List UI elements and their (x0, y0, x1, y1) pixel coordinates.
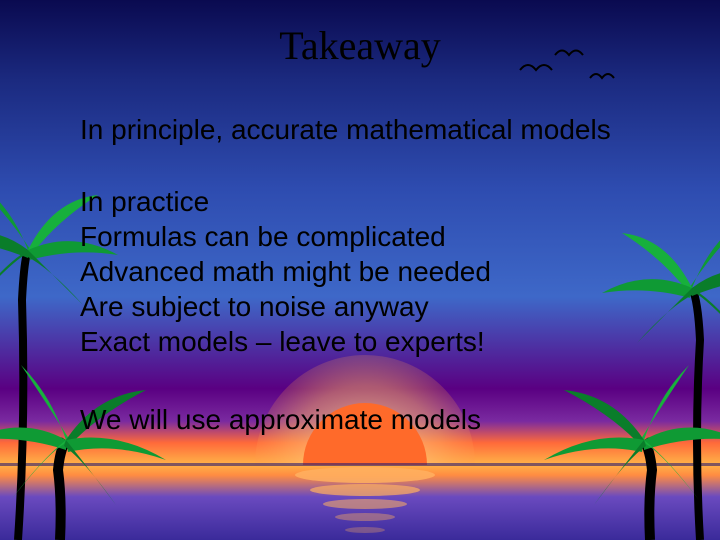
horizon-line (0, 463, 720, 466)
body-group-principle: In principle, accurate mathematical mode… (80, 112, 611, 147)
body-line: Formulas can be complicated (80, 219, 491, 254)
body-line: Exact models – leave to experts! (80, 324, 491, 359)
palm-tree-icon (0, 365, 166, 540)
sun-reflection (295, 467, 435, 533)
body-line: In practice (80, 184, 491, 219)
sun-glow (255, 355, 475, 540)
body-line: Are subject to noise anyway (80, 289, 491, 324)
palm-right-group (544, 218, 720, 540)
body-line: We will use approximate models (80, 402, 481, 437)
slide-title: Takeaway (0, 22, 720, 69)
palm-tree-icon (544, 365, 720, 540)
presentation-slide: Takeaway In principle, accurate mathemat… (0, 0, 720, 540)
body-line: In principle, accurate mathematical mode… (80, 112, 611, 147)
body-line: Advanced math might be needed (80, 254, 491, 289)
palm-tree-icon (602, 218, 720, 540)
body-group-conclusion: We will use approximate models (80, 402, 481, 437)
body-group-practice: In practiceFormulas can be complicatedAd… (80, 184, 491, 359)
